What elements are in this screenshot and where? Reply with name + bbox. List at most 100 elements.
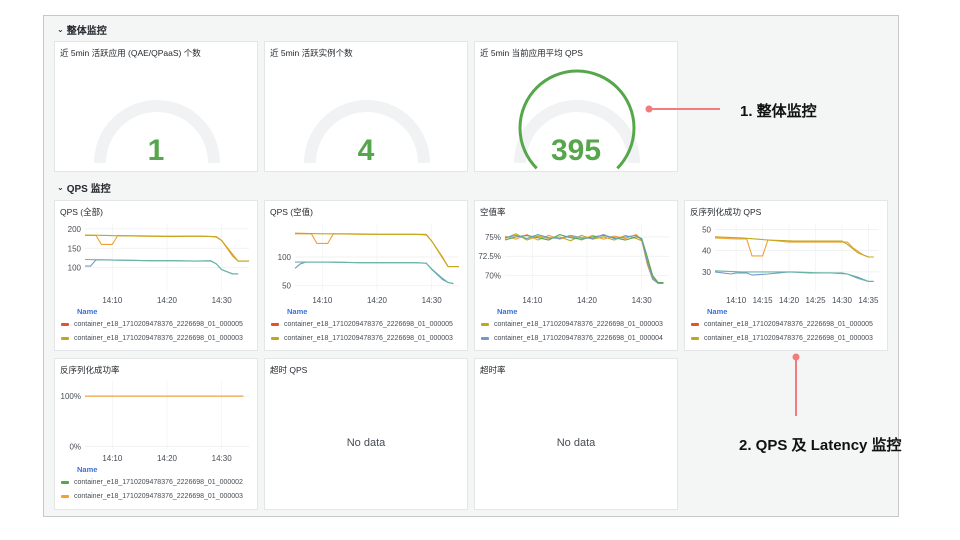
x-tick-label: 14:20 xyxy=(779,296,800,305)
y-tick-label: 70% xyxy=(485,272,501,281)
gauge-chart xyxy=(304,100,430,164)
x-tick-label: 14:20 xyxy=(157,454,178,463)
row-title: QPS 监控 xyxy=(66,184,111,195)
x-tick-label: 14:20 xyxy=(577,296,598,305)
timeseries-chart: 100 50 14:10 14:20 14:30 Name xyxy=(278,223,459,316)
legend-header: Name xyxy=(497,307,517,316)
panel-title: 超时率 xyxy=(480,365,506,375)
panel-title: 反序列化成功 QPS xyxy=(690,207,762,217)
legend-label: container_e18_1710209478376_2226698_01_0… xyxy=(494,335,663,342)
legend-item[interactable]: container_e18_1710209478376_2226698_01_0… xyxy=(481,321,663,328)
x-tick-label: 14:15 xyxy=(753,296,774,305)
panel-title: QPS (全部) xyxy=(60,207,103,217)
stat-panel-active-apps[interactable]: 近 5min 活跃应用 (QAE/QPaaS) 个数 1 xyxy=(54,41,258,172)
legend-label: container_e18_1710209478376_2226698_01_0… xyxy=(74,479,243,486)
row-header-overall[interactable]: ⌄ 整体监控 xyxy=(57,22,107,37)
timeseries-chart: 50 40 30 14:10 14:15 14:20 14:25 14:30 14:35 Name xyxy=(702,223,879,316)
legend-label: container_e18_1710209478376_2226698_01_0… xyxy=(284,321,453,328)
legend-label: container_e18_1710209478376_2226698_01_0… xyxy=(704,335,873,342)
series-line xyxy=(295,261,454,285)
no-data-message: No data xyxy=(556,437,596,449)
stat-value: 1 xyxy=(147,134,165,167)
series-line xyxy=(504,234,664,284)
legend-item[interactable]: container_e18_1710209478376_2226698_01_0… xyxy=(691,335,873,342)
y-tick-label: 100 xyxy=(68,264,82,273)
chart-panel-deser-qps[interactable]: 反序列化成功 QPS 50 40 30 14:10 14:15 14:20 14:25 14:… xyxy=(684,200,888,351)
panel-title: QPS (空值) xyxy=(270,207,313,217)
annotation-overall: 1. 整体监控 xyxy=(740,103,817,120)
legend-header: Name xyxy=(77,465,97,474)
legend-swatch xyxy=(481,337,489,340)
legend-label: container_e18_1710209478376_2226698_01_0… xyxy=(494,321,663,328)
legend-header: Name xyxy=(287,307,307,316)
x-tick-label: 14:10 xyxy=(522,296,543,305)
x-tick-label: 14:35 xyxy=(858,296,879,305)
x-tick-label: 14:20 xyxy=(157,296,178,305)
panel-title: 近 5min 活跃应用 (QAE/QPaaS) 个数 xyxy=(60,48,201,58)
legend-item[interactable]: container_e18_1710209478376_2226698_01_0… xyxy=(61,479,243,486)
chart-panel-qps-all[interactable]: QPS (全部) 200 150 100 14:10 14:20 14:30 Name co… xyxy=(54,200,258,351)
legend-swatch xyxy=(691,323,699,326)
y-tick-label: 30 xyxy=(702,268,711,277)
gauge-track xyxy=(514,100,640,164)
series-line xyxy=(294,261,454,285)
series-line xyxy=(84,234,249,262)
chart-panel-deser-rate[interactable]: 反序列化成功率 100% 0% 14:10 14:20 14:30 Name contai… xyxy=(54,358,258,510)
legend-item[interactable]: container_e18_1710209478376_2226698_01_0… xyxy=(691,321,873,328)
chart-panel-qps-null[interactable]: QPS (空值) 100 50 14:10 14:20 14:30 Name contai… xyxy=(264,200,468,351)
x-tick-label: 14:20 xyxy=(367,296,388,305)
row-title: 整体监控 xyxy=(66,26,107,37)
legend-swatch xyxy=(481,323,489,326)
y-tick-label: 100% xyxy=(61,392,81,401)
legend-swatch xyxy=(271,323,279,326)
x-tick-label: 14:10 xyxy=(102,454,123,463)
x-tick-label: 14:30 xyxy=(212,296,233,305)
panel-title: 近 5min 活跃实例个数 xyxy=(270,48,353,58)
timeseries-chart: 100% 0% 14:10 14:20 14:30 Name xyxy=(61,381,249,474)
x-tick-label: 14:25 xyxy=(806,296,827,305)
timeseries-chart: 200 150 100 14:10 14:20 14:30 Name xyxy=(68,223,249,316)
legend-header: Name xyxy=(707,307,727,316)
chart-panel-null-rate[interactable]: 空值率 75% 72.5% 70% 14:10 14:20 14:30 Name conta… xyxy=(474,200,678,351)
legend-swatch xyxy=(61,481,69,484)
no-data-message: No data xyxy=(346,437,386,449)
stat-panel-active-instances[interactable]: 近 5min 活跃实例个数 4 xyxy=(264,41,468,172)
y-tick-label: 72.5% xyxy=(478,252,501,261)
legend-item[interactable]: container_e18_1710209478376_2226698_01_0… xyxy=(61,321,243,328)
annotation-qps: 2. QPS 及 Latency 监控 xyxy=(739,437,902,454)
x-tick-label: 14:30 xyxy=(832,296,853,305)
legend-item[interactable]: container_e18_1710209478376_2226698_01_0… xyxy=(271,335,453,342)
chevron-down-icon: ⌄ xyxy=(57,183,64,192)
legend-swatch xyxy=(61,323,69,326)
legend-item[interactable]: container_e18_1710209478376_2226698_01_0… xyxy=(61,493,243,500)
y-tick-label: 200 xyxy=(68,225,82,234)
legend-item[interactable]: container_e18_1710209478376_2226698_01_0… xyxy=(481,335,663,342)
timeseries-chart: 75% 72.5% 70% 14:10 14:20 14:30 Name xyxy=(478,223,669,316)
gauge-chart xyxy=(514,69,640,170)
panel-title: 超时 QPS xyxy=(270,365,308,375)
y-tick-label: 75% xyxy=(485,233,501,242)
stat-panel-avg-qps[interactable]: 近 5min 当前应用平均 QPS 395 xyxy=(474,41,678,172)
series-line xyxy=(714,270,874,282)
series-line xyxy=(714,236,874,258)
chart-panel-timeout-rate[interactable]: 超时率 No data xyxy=(474,358,678,510)
x-tick-label: 14:30 xyxy=(212,454,233,463)
x-tick-label: 14:10 xyxy=(726,296,747,305)
y-tick-label: 40 xyxy=(702,247,711,256)
legend-item[interactable]: container_e18_1710209478376_2226698_01_0… xyxy=(61,335,243,342)
chevron-down-icon: ⌄ xyxy=(57,25,64,34)
series-line xyxy=(84,258,239,275)
y-tick-label: 0% xyxy=(69,442,81,451)
panel-title: 空值率 xyxy=(480,207,506,217)
legend-label: container_e18_1710209478376_2226698_01_0… xyxy=(74,493,243,500)
chart-panel-timeout-qps[interactable]: 超时 QPS No data xyxy=(264,358,468,510)
panel-title: 反序列化成功率 xyxy=(60,365,120,375)
legend-item[interactable]: container_e18_1710209478376_2226698_01_0… xyxy=(271,321,453,328)
y-tick-label: 150 xyxy=(68,244,82,253)
row-header-qps[interactable]: ⌄ QPS 监控 xyxy=(57,180,111,195)
y-tick-label: 50 xyxy=(282,281,291,290)
legend-label: container_e18_1710209478376_2226698_01_0… xyxy=(74,335,243,342)
legend-swatch xyxy=(61,495,69,498)
legend-swatch xyxy=(691,337,699,340)
series-line xyxy=(85,259,239,275)
